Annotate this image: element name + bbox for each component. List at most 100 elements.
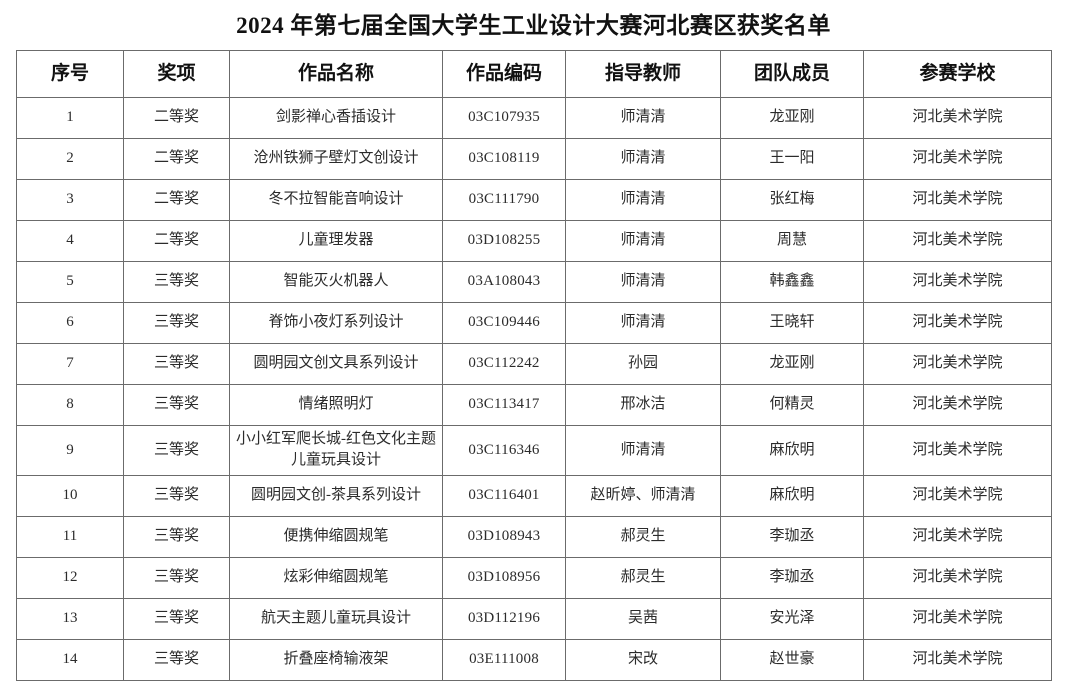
cell-school: 河北美术学院	[863, 138, 1052, 180]
column-header-teacher: 指导教师	[565, 50, 721, 98]
cell-name: 脊饰小夜灯系列设计	[229, 302, 443, 344]
cell-award: 三等奖	[123, 515, 230, 558]
cell-team: 王一阳	[720, 138, 864, 180]
table-row: 14 三等奖 折叠座椅输液架 03E111008 宋改 赵世豪 河北美术学院	[16, 638, 1052, 681]
cell-code: 03C111790	[442, 179, 566, 221]
cell-award: 二等奖	[123, 179, 230, 221]
table-row: 3 二等奖 冬不拉智能音响设计 03C111790 师清清 张红梅 河北美术学院	[16, 179, 1052, 221]
cell-code: 03A108043	[442, 261, 566, 303]
cell-teacher: 师清清	[565, 179, 721, 221]
cell-name: 圆明园文创-茶具系列设计	[229, 474, 443, 517]
cell-teacher: 邢冰洁	[565, 384, 721, 426]
table-body: 1 二等奖 剑影禅心香插设计 03C107935 师清清 龙亚刚 河北美术学院 2 二等奖 沧州铁…	[16, 97, 1052, 681]
cell-team: 张红梅	[720, 179, 864, 221]
column-header-school: 参赛学校	[863, 50, 1052, 98]
cell-award: 三等奖	[123, 384, 230, 426]
cell-name: 炫彩伸缩圆规笔	[229, 556, 443, 599]
column-header-name: 作品名称	[229, 50, 443, 98]
cell-award: 二等奖	[123, 97, 230, 139]
cell-index: 3	[16, 179, 124, 221]
table-row: 6 三等奖 脊饰小夜灯系列设计 03C109446 师清清 王晓轩 河北美术学院	[16, 302, 1052, 344]
cell-code: 03D112196	[442, 597, 566, 640]
cell-code: 03C107935	[442, 97, 566, 139]
cell-name: 冬不拉智能音响设计	[229, 179, 443, 221]
table-row: 12 三等奖 炫彩伸缩圆规笔 03D108956 郝灵生 李珈丞 河北美术学院	[16, 556, 1052, 599]
cell-school: 河北美术学院	[863, 220, 1052, 262]
cell-school: 河北美术学院	[863, 638, 1052, 681]
cell-team: 韩鑫鑫	[720, 261, 864, 303]
cell-teacher: 师清清	[565, 97, 721, 139]
cell-code: 03E111008	[442, 638, 566, 681]
table-row: 8 三等奖 情绪照明灯 03C113417 邢冰洁 何精灵 河北美术学院	[16, 384, 1052, 426]
cell-name: 剑影禅心香插设计	[229, 97, 443, 139]
cell-teacher: 师清清	[565, 220, 721, 262]
cell-school: 河北美术学院	[863, 425, 1052, 476]
cell-index: 5	[16, 261, 124, 303]
cell-index: 12	[16, 556, 124, 599]
cell-team: 何精灵	[720, 384, 864, 426]
cell-school: 河北美术学院	[863, 179, 1052, 221]
cell-code: 03D108255	[442, 220, 566, 262]
cell-teacher: 师清清	[565, 138, 721, 180]
cell-name: 航天主题儿童玩具设计	[229, 597, 443, 640]
cell-award: 三等奖	[123, 597, 230, 640]
cell-teacher: 师清清	[565, 425, 721, 476]
cell-school: 河北美术学院	[863, 97, 1052, 139]
cell-award: 三等奖	[123, 474, 230, 517]
table-row: 7 三等奖 圆明园文创文具系列设计 03C112242 孙园 龙亚刚 河北美术学院	[16, 343, 1052, 385]
award-list-table: 序号 奖项 作品名称 作品编码 指导教师 团队成员 参赛学校 1 二等奖 剑影禅心香…	[16, 50, 1052, 681]
cell-team: 龙亚刚	[720, 97, 864, 139]
cell-team: 周慧	[720, 220, 864, 262]
cell-teacher: 吴茜	[565, 597, 721, 640]
table-row: 5 三等奖 智能灭火机器人 03A108043 师清清 韩鑫鑫 河北美术学院	[16, 261, 1052, 303]
document-page: 2024 年第七届全国大学生工业设计大赛河北赛区获奖名单 序号 奖项 作品名称 …	[16, 13, 1052, 681]
cell-award: 三等奖	[123, 261, 230, 303]
cell-school: 河北美术学院	[863, 515, 1052, 558]
cell-code: 03D108943	[442, 515, 566, 558]
table-row: 10 三等奖 圆明园文创-茶具系列设计 03C116401 赵昕婷、师清清 麻欣明 河北美术…	[16, 474, 1052, 517]
page-title: 2024 年第七届全国大学生工业设计大赛河北赛区获奖名单	[236, 13, 831, 38]
table-row: 4 二等奖 儿童理发器 03D108255 师清清 周慧 河北美术学院	[16, 220, 1052, 262]
table-row: 2 二等奖 沧州铁狮子壁灯文创设计 03C108119 师清清 王一阳 河北美术学院	[16, 138, 1052, 180]
cell-team: 龙亚刚	[720, 343, 864, 385]
column-header-index: 序号	[16, 50, 124, 98]
cell-index: 4	[16, 220, 124, 262]
cell-teacher: 宋改	[565, 638, 721, 681]
column-header-code: 作品编码	[442, 50, 566, 98]
cell-name: 情绪照明灯	[229, 384, 443, 426]
cell-name: 智能灭火机器人	[229, 261, 443, 303]
cell-school: 河北美术学院	[863, 302, 1052, 344]
cell-index: 2	[16, 138, 124, 180]
cell-teacher: 师清清	[565, 302, 721, 344]
cell-code: 03D108956	[442, 556, 566, 599]
cell-school: 河北美术学院	[863, 343, 1052, 385]
cell-index: 10	[16, 474, 124, 517]
cell-index: 8	[16, 384, 124, 426]
cell-name: 沧州铁狮子壁灯文创设计	[229, 138, 443, 180]
column-header-award: 奖项	[123, 50, 230, 98]
cell-team: 麻欣明	[720, 425, 864, 476]
cell-code: 03C108119	[442, 138, 566, 180]
cell-award: 三等奖	[123, 556, 230, 599]
cell-teacher: 郝灵生	[565, 556, 721, 599]
cell-index: 7	[16, 343, 124, 385]
cell-team: 安光泽	[720, 597, 864, 640]
cell-name: 便携伸缩圆规笔	[229, 515, 443, 558]
cell-school: 河北美术学院	[863, 597, 1052, 640]
cell-index: 9	[16, 425, 124, 476]
table-header-row: 序号 奖项 作品名称 作品编码 指导教师 团队成员 参赛学校	[16, 50, 1052, 98]
cell-index: 1	[16, 97, 124, 139]
cell-award: 三等奖	[123, 343, 230, 385]
cell-award: 三等奖	[123, 302, 230, 344]
column-header-team: 团队成员	[720, 50, 864, 98]
cell-teacher: 孙园	[565, 343, 721, 385]
cell-team: 麻欣明	[720, 474, 864, 517]
cell-index: 11	[16, 515, 124, 558]
cell-award: 二等奖	[123, 220, 230, 262]
cell-teacher: 师清清	[565, 261, 721, 303]
cell-school: 河北美术学院	[863, 384, 1052, 426]
cell-name: 圆明园文创文具系列设计	[229, 343, 443, 385]
cell-school: 河北美术学院	[863, 556, 1052, 599]
table-row: 11 三等奖 便携伸缩圆规笔 03D108943 郝灵生 李珈丞 河北美术学院	[16, 515, 1052, 558]
cell-team: 李珈丞	[720, 515, 864, 558]
